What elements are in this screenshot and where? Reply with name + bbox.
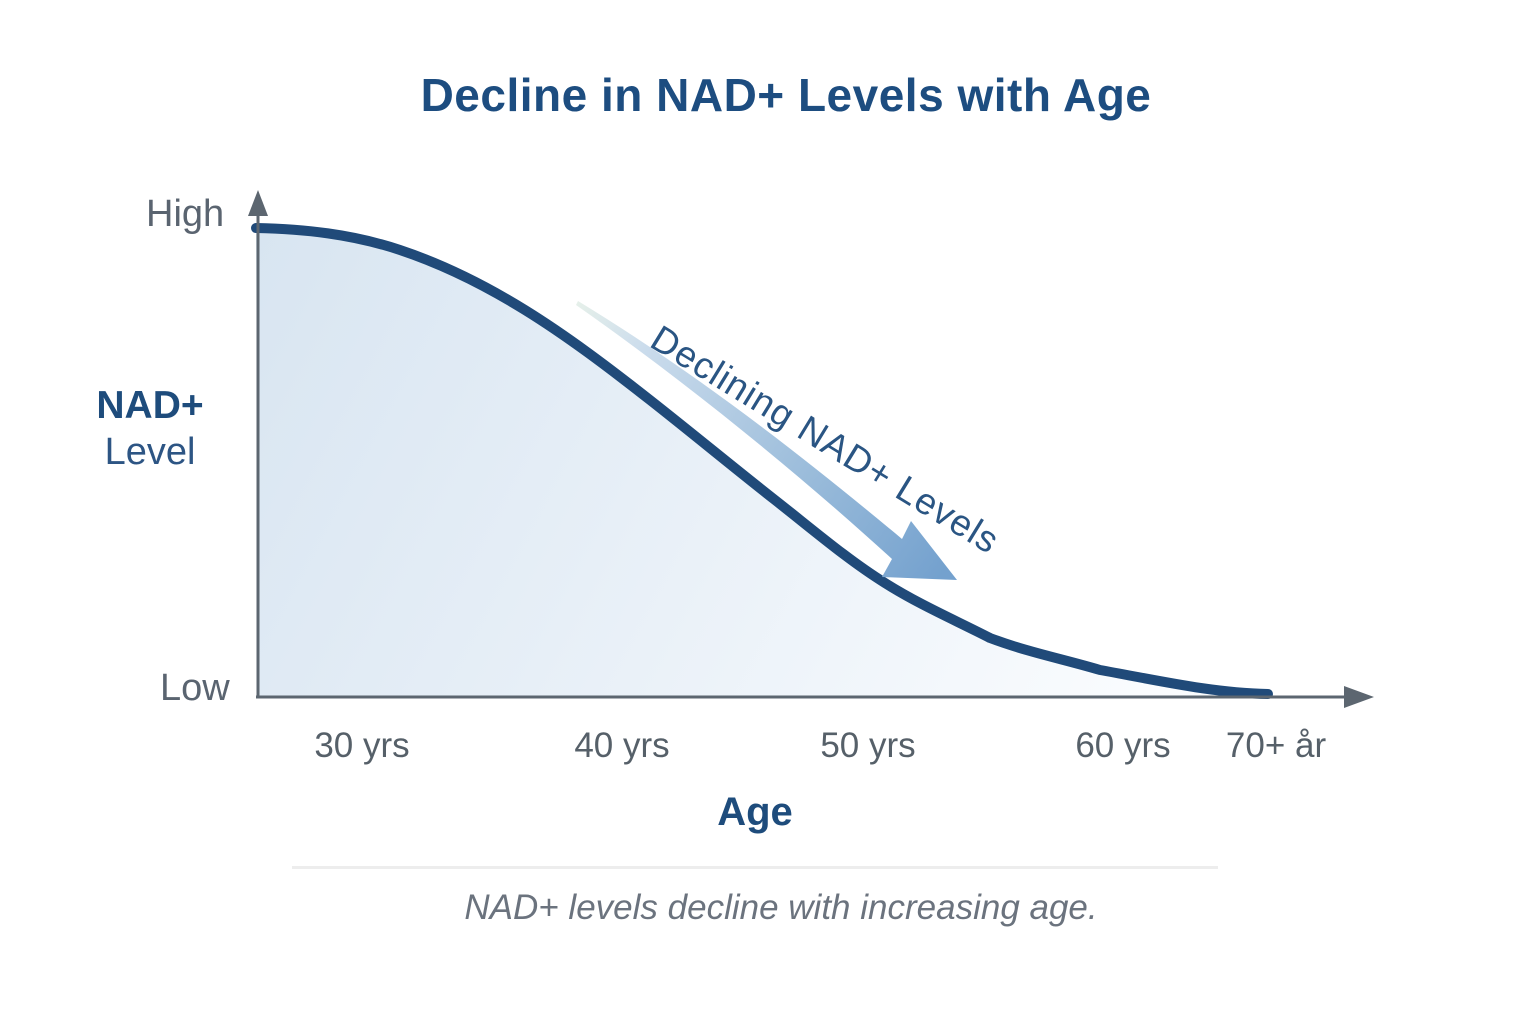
divider: [292, 866, 1218, 869]
x-tick-30yrs: 30 yrs: [314, 726, 410, 765]
x-tick-70plus: 70+ år: [1225, 726, 1327, 765]
x-tick-40yrs: 40 yrs: [574, 726, 670, 765]
x-tick-50yrs: 50 yrs: [820, 726, 916, 765]
y-axis-title-line2: Level: [104, 431, 196, 473]
y-axis-title: NAD+ Level: [82, 382, 218, 476]
y-axis-title-line1: NAD+: [96, 384, 204, 427]
y-axis-high-label: High: [146, 193, 225, 235]
trend-swoosh-arrow-icon: [576, 301, 957, 580]
area-fill: [256, 228, 1268, 696]
y-axis-up-arrow-icon: [248, 190, 268, 216]
x-axis-title: Age: [717, 790, 793, 834]
chart-title: Decline in NAD+ Levels with Age: [420, 69, 1152, 121]
nad-decline-curve: [251, 223, 1273, 699]
x-axis-right-arrow-icon: [1344, 686, 1374, 708]
caption: NAD+ levels decline with increasing age.: [464, 888, 1098, 927]
x-tick-60yrs: 60 yrs: [1075, 726, 1171, 765]
y-axis-low-label: Low: [160, 667, 230, 709]
